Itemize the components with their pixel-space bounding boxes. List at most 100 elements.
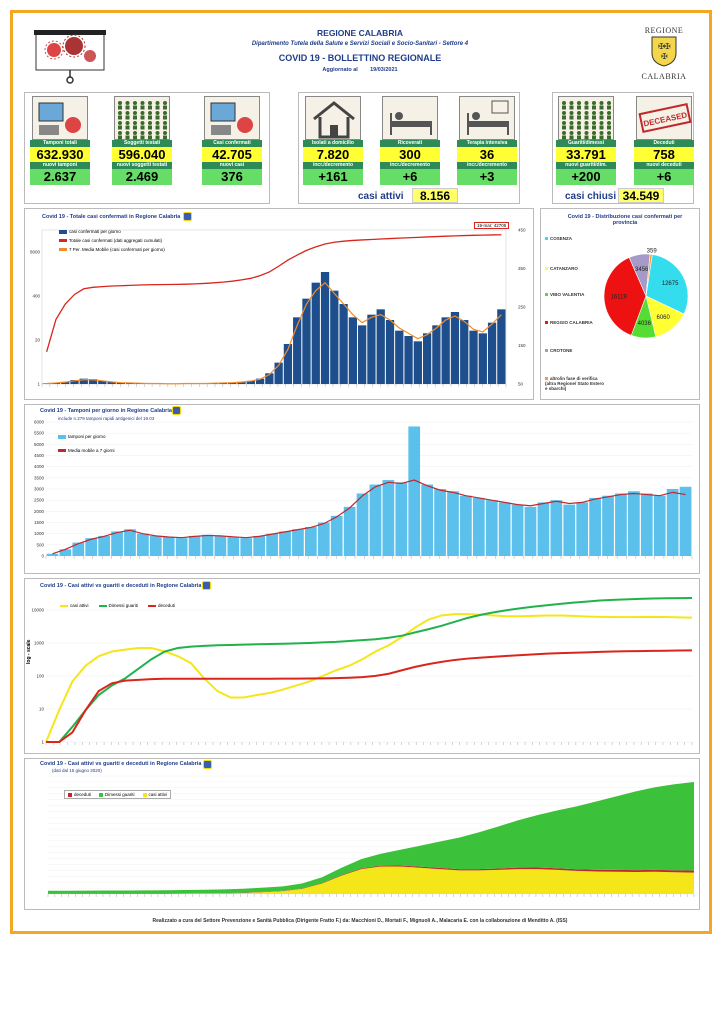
daily-cases-bar — [42, 383, 51, 384]
tests-bar — [124, 529, 136, 556]
y-right-tick: 50 — [518, 382, 524, 387]
pie-legend-label: CATANZARO — [550, 266, 578, 271]
tests-bar — [188, 535, 201, 556]
region-logo-bottom: CALABRIA — [641, 72, 687, 81]
tests-bar — [240, 538, 253, 556]
chart5-legend: deceduti Dimessi guariti casi attivi — [64, 790, 172, 799]
kpi-value: 300 — [380, 147, 440, 162]
closed-cases-label: casi chiusi — [565, 191, 617, 202]
daily-cases-bar — [422, 333, 432, 384]
tests-bar — [343, 506, 356, 556]
tests-bar — [214, 535, 227, 556]
coat-of-arms-icon: ✠ ✠ ✠ — [651, 36, 677, 67]
kpi-label: Soggetti testati — [112, 140, 172, 147]
virus-logo-icon — [34, 30, 106, 84]
kpi-sub-value: 376 — [202, 169, 262, 185]
kpi-value: 36 — [457, 147, 517, 162]
tests-bar — [253, 535, 266, 556]
y-right-tick: 350 — [518, 266, 526, 271]
kpi-sub-value: +6 — [634, 169, 694, 185]
tests-bar — [72, 542, 85, 556]
y-tick: 5500 — [34, 431, 45, 436]
daily-cases-bar — [367, 314, 376, 384]
tests-bar — [59, 549, 72, 556]
daily-cases-bar — [107, 381, 116, 384]
daily-cases-bar — [376, 309, 385, 384]
tests-bar — [382, 480, 395, 556]
series-line-2 — [46, 649, 693, 743]
pie-slice-label: 359 — [647, 248, 658, 254]
y-tick: 4500 — [34, 453, 45, 458]
pie-legend-label: VIBO VALENTIA — [550, 292, 585, 297]
tests-bar — [292, 529, 304, 556]
y-tick: 1 — [41, 740, 44, 745]
y-right-tick: 450 — [518, 228, 526, 233]
tests-bar — [511, 504, 524, 556]
footer-credits: Realizzato a cura del Settore Prevenzion… — [152, 918, 568, 924]
kpi-sub-value: +6 — [380, 169, 440, 185]
deceased-stamp-icon: DECEASED — [636, 96, 692, 140]
y-tick: 500 — [36, 542, 44, 547]
chart5-legend-0: deceduti — [74, 792, 92, 797]
tests-bar — [317, 522, 330, 556]
bulletin-title: COVID 19 - BOLLETTINO REGIONALE — [278, 53, 442, 63]
daily-cases-bar — [228, 382, 237, 384]
chart5-region-icon — [203, 760, 212, 769]
recovered-people-icon — [558, 96, 614, 140]
y-right-tick: 250 — [518, 305, 526, 310]
kpi-label: Ricoverati — [380, 140, 440, 147]
tests-bar — [162, 537, 175, 556]
svg-text:✠: ✠ — [661, 52, 668, 61]
daily-cases-bar — [404, 336, 413, 384]
tests-bar — [640, 493, 653, 556]
chart1-annotation: 19-mar; 42705 — [474, 222, 510, 229]
chart-total-cases: 8000 400 20 1 450 350 250 150 50 — [30, 228, 526, 387]
y-tick: 2500 — [34, 498, 45, 503]
kpi-sub-label: nuovi tamponi — [30, 162, 90, 169]
y-tick: 3000 — [34, 487, 45, 492]
daily-cases-bar — [61, 381, 70, 384]
tests-bar — [408, 426, 421, 556]
chart1-legend-0: casi confermati per giorno — [69, 229, 121, 234]
chart5-legend-2: casi attivi — [148, 792, 168, 797]
pie-legend-item: VIBO VALENTIA — [545, 292, 600, 297]
kpi-sub-label: nuovi casi — [202, 162, 262, 169]
kpi-value: 42.705 — [202, 147, 262, 162]
daily-cases-bar — [432, 325, 441, 384]
y-left-tick: 1 — [37, 382, 40, 387]
tests-moving-average-line — [52, 479, 686, 555]
chart5-subtitle: (dati dal 15 giugno 2020) — [52, 768, 102, 773]
lab-computer-icon — [32, 96, 88, 140]
kpi-sub-label: incr./decremento — [457, 162, 517, 169]
active-cases-area — [48, 866, 694, 894]
svg-text:✠: ✠ — [658, 42, 665, 51]
chart3-region-icon — [172, 406, 181, 415]
kpi-sub-value: +200 — [556, 169, 616, 185]
kpi-label: Deceduti — [634, 140, 694, 147]
tests-bar — [369, 484, 382, 556]
daily-cases-bar — [246, 380, 255, 384]
pie-legend-label: CROTONE — [550, 348, 573, 353]
daily-cases-bar — [478, 333, 487, 384]
tests-bar — [421, 484, 433, 556]
tests-bar — [201, 534, 214, 556]
kpi-value: 758 — [634, 147, 694, 162]
kpi-sub-label: incr./decremento — [303, 162, 363, 169]
pie-legend-item: CATANZARO — [545, 266, 600, 271]
pie-slice-label: 4036 — [638, 321, 652, 327]
updated-label: Aggiornato al — [322, 67, 358, 73]
daily-cases-bar — [330, 290, 339, 384]
daily-cases-bar — [116, 382, 126, 384]
chart1-title: Covid 19 - Totale casi confermati in Reg… — [42, 214, 181, 220]
hospital-bed-icon — [382, 96, 438, 140]
tests-bar — [498, 502, 511, 556]
kpi-group-tests — [24, 92, 270, 204]
chart4-title: Covid 19 - Casi attivi vs guariti e dece… — [40, 583, 202, 589]
pie-slice-label: 3456 — [635, 267, 649, 273]
updated-line: Aggiornato al 19/03/2021 — [200, 67, 520, 73]
tests-bar — [111, 531, 123, 556]
tests-bar — [550, 500, 563, 556]
pie-slice — [603, 257, 647, 336]
chart5-legend-1: Dimessi guariti — [105, 792, 135, 797]
chart4-legend: casi attivi Dimessi guariti deceduti — [60, 603, 175, 608]
